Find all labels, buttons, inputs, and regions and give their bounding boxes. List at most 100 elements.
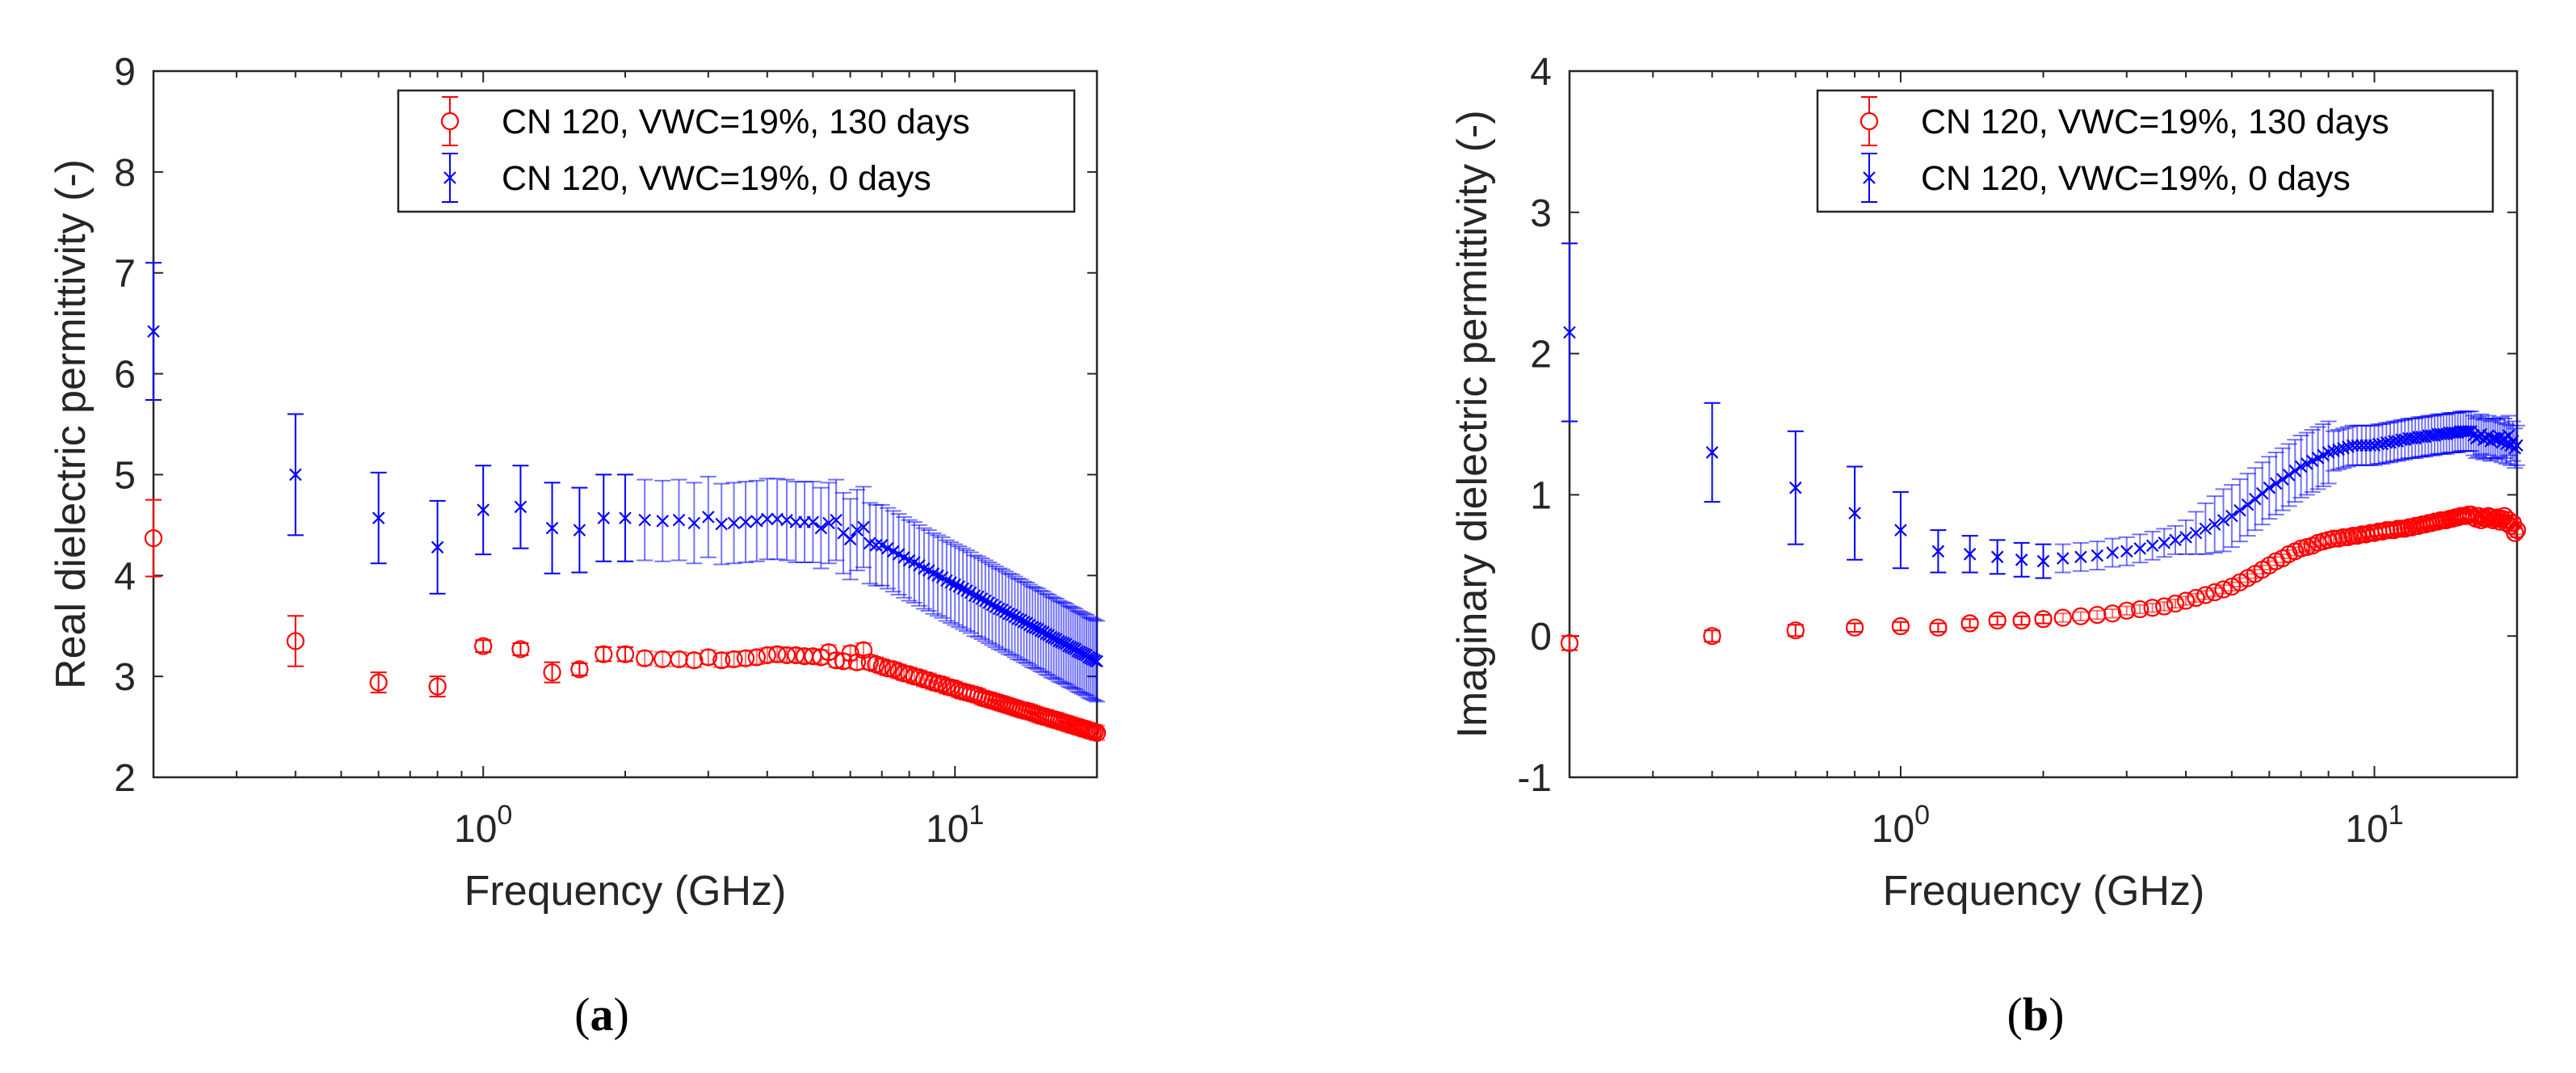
data-point-circle	[2103, 604, 2122, 623]
data-point-x	[2133, 542, 2146, 555]
data-point-x	[1563, 326, 1576, 339]
x-tick-label: 100	[1872, 800, 1930, 851]
data-point-x	[2276, 473, 2289, 486]
y-tick-label: 6	[114, 354, 136, 397]
data-point-circle	[543, 663, 561, 682]
data-point-x	[857, 520, 870, 534]
data-point-circle	[1846, 618, 1864, 637]
data-point-x	[2036, 554, 2050, 568]
x-tick-base: 10	[1872, 808, 1914, 851]
data-point-x	[761, 512, 774, 526]
data-point-circle	[570, 660, 589, 679]
data-point-circle	[1988, 611, 2007, 630]
data-point-x	[2120, 545, 2133, 558]
y-tick-label: 9	[114, 51, 136, 94]
data-point-circle	[685, 651, 704, 670]
data-point-circle	[2131, 600, 2149, 619]
data-point-x	[597, 511, 611, 524]
series-130-days	[1560, 505, 2527, 653]
data-point-x	[1848, 507, 1861, 520]
y-tick-label: -1	[1517, 757, 1552, 800]
data-point-circle	[758, 646, 776, 665]
legend-x-marker-icon	[443, 171, 456, 184]
legend-circle-marker-icon	[440, 112, 460, 131]
data-point-x	[2288, 464, 2301, 478]
error-bar	[1961, 618, 1978, 629]
error-bar	[2054, 612, 2071, 623]
legend-label: CN 120, VWC=19%, 0 days	[1921, 159, 2351, 198]
error-bar	[2156, 601, 2173, 612]
y-tick-label: 2	[1530, 334, 1552, 377]
data-point-circle	[725, 650, 743, 669]
error-bar	[2072, 611, 2089, 621]
data-point-circle	[2166, 594, 2185, 613]
data-point-circle	[2506, 524, 2524, 542]
data-point-circle	[2053, 608, 2072, 627]
y-tick-label: 4	[114, 555, 136, 598]
data-point-circle	[712, 651, 731, 670]
data-point-x	[843, 532, 857, 546]
data-point-x	[2169, 533, 2182, 547]
data-point-x	[2145, 539, 2159, 553]
data-point-x	[1705, 446, 1719, 459]
panel-letter: b	[2023, 988, 2049, 1041]
legend-label: CN 120, VWC=19%, 0 days	[502, 159, 931, 198]
data-point-circle	[670, 650, 688, 669]
data-point-circle	[2187, 588, 2205, 608]
data-point-x	[739, 515, 752, 528]
data-point-x	[727, 516, 741, 530]
x-axis-label: Frequency (GHz)	[1883, 868, 2205, 915]
data-point-x	[2234, 503, 2246, 517]
y-tick-label: 0	[1530, 616, 1552, 659]
x-tick-label: 101	[926, 800, 984, 851]
legend-label: CN 120, VWC=19%, 130 days	[502, 103, 970, 141]
data-point-circle	[2143, 599, 2162, 617]
data-point-x	[687, 516, 701, 530]
data-point-x	[1894, 524, 1907, 536]
error-bar	[1989, 615, 2006, 626]
data-point-x	[2074, 550, 2087, 564]
data-point-circle	[841, 644, 859, 663]
error-bar	[544, 661, 561, 684]
data-point-circle	[768, 645, 787, 663]
x-tick-base: 10	[2345, 808, 2388, 851]
data-point-x	[545, 521, 559, 535]
data-point-x	[2208, 518, 2221, 531]
data-point-circle	[144, 528, 163, 548]
error-bar	[287, 615, 304, 667]
data-point-x	[2217, 514, 2230, 527]
data-point-circle	[1786, 621, 1805, 640]
x-tick-exponent: 0	[1914, 800, 1930, 831]
data-point-circle	[286, 632, 305, 650]
data-point-x	[147, 325, 160, 338]
legend-item: CN 120, VWC=19%, 130 days	[440, 96, 970, 146]
data-point-circle	[2196, 586, 2215, 604]
data-point-x	[573, 524, 586, 536]
panel-a-real-permittivity: Real dielectric permittivity (-) Frequen…	[48, 51, 1107, 1041]
data-point-x	[656, 515, 670, 528]
data-point-x	[869, 539, 883, 552]
y-tick-label: 8	[114, 152, 136, 195]
data-point-circle	[2343, 526, 2362, 545]
legend-item: CN 120, VWC=19%, 0 days	[442, 153, 931, 203]
data-point-circle	[1087, 723, 1107, 743]
error-bar	[1892, 621, 1909, 632]
legend-label: CN 120, VWC=19%, 130 days	[1921, 103, 2389, 141]
data-point-circle	[616, 645, 635, 663]
panel-letter: a	[590, 988, 614, 1041]
legend-box	[397, 89, 1076, 213]
y-axis-label: Imaginary dielectric permittivity (-)	[1449, 110, 1496, 738]
data-point-x	[806, 515, 820, 528]
data-point-circle	[2507, 520, 2527, 540]
y-tick-label: 2	[114, 757, 136, 800]
data-point-circle	[2012, 611, 2031, 630]
data-point-x	[431, 541, 444, 554]
data-point-x	[1931, 545, 1945, 558]
data-point-x	[702, 511, 715, 524]
data-point-circle	[1703, 627, 1721, 646]
data-point-circle	[1960, 614, 1979, 633]
series-0-days	[1561, 242, 2525, 579]
data-point-x	[2282, 469, 2296, 482]
data-point-x	[1990, 550, 2004, 564]
data-point-x	[672, 513, 686, 527]
